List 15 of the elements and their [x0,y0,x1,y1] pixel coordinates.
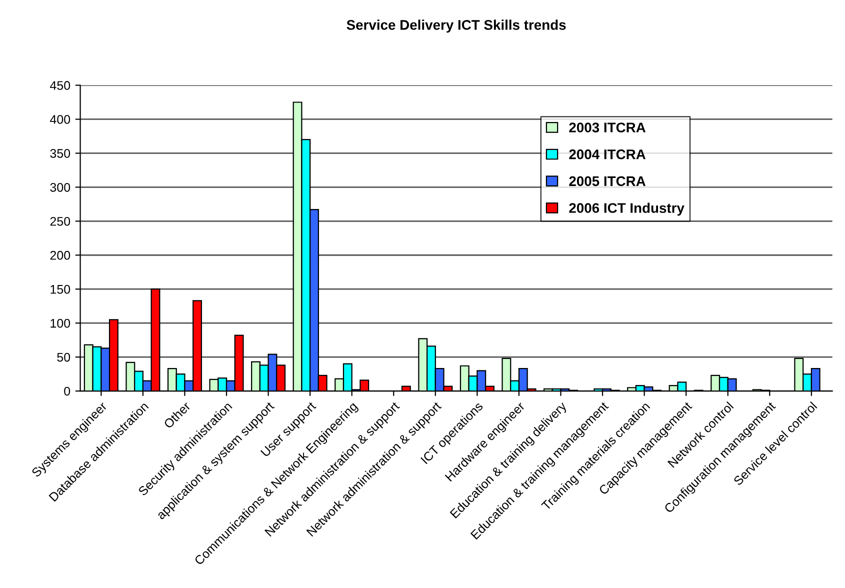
legend-label: 2004 ITCRA [569,149,646,160]
y-tick-label: 50 [57,352,70,362]
legend-label: 2005 ITCRA [569,176,646,186]
y-tick-label: 100 [50,318,70,328]
y-tick-label: 400 [50,115,70,124]
chart-title: Service Delivery ICT Skills trends [346,20,566,33]
legend-label: 2006 ICT Industry [569,202,684,216]
legend-label: 2003 ITCRA [569,122,646,132]
y-tick-label: 450 [50,81,70,90]
y-tick-label: 350 [50,149,70,158]
y-tick-label: 200 [50,250,70,260]
y-tick-label: 250 [50,216,70,226]
y-tick-label: 0 [64,386,70,396]
y-tick-label: 300 [50,182,70,192]
y-tick-label: 150 [50,284,70,294]
